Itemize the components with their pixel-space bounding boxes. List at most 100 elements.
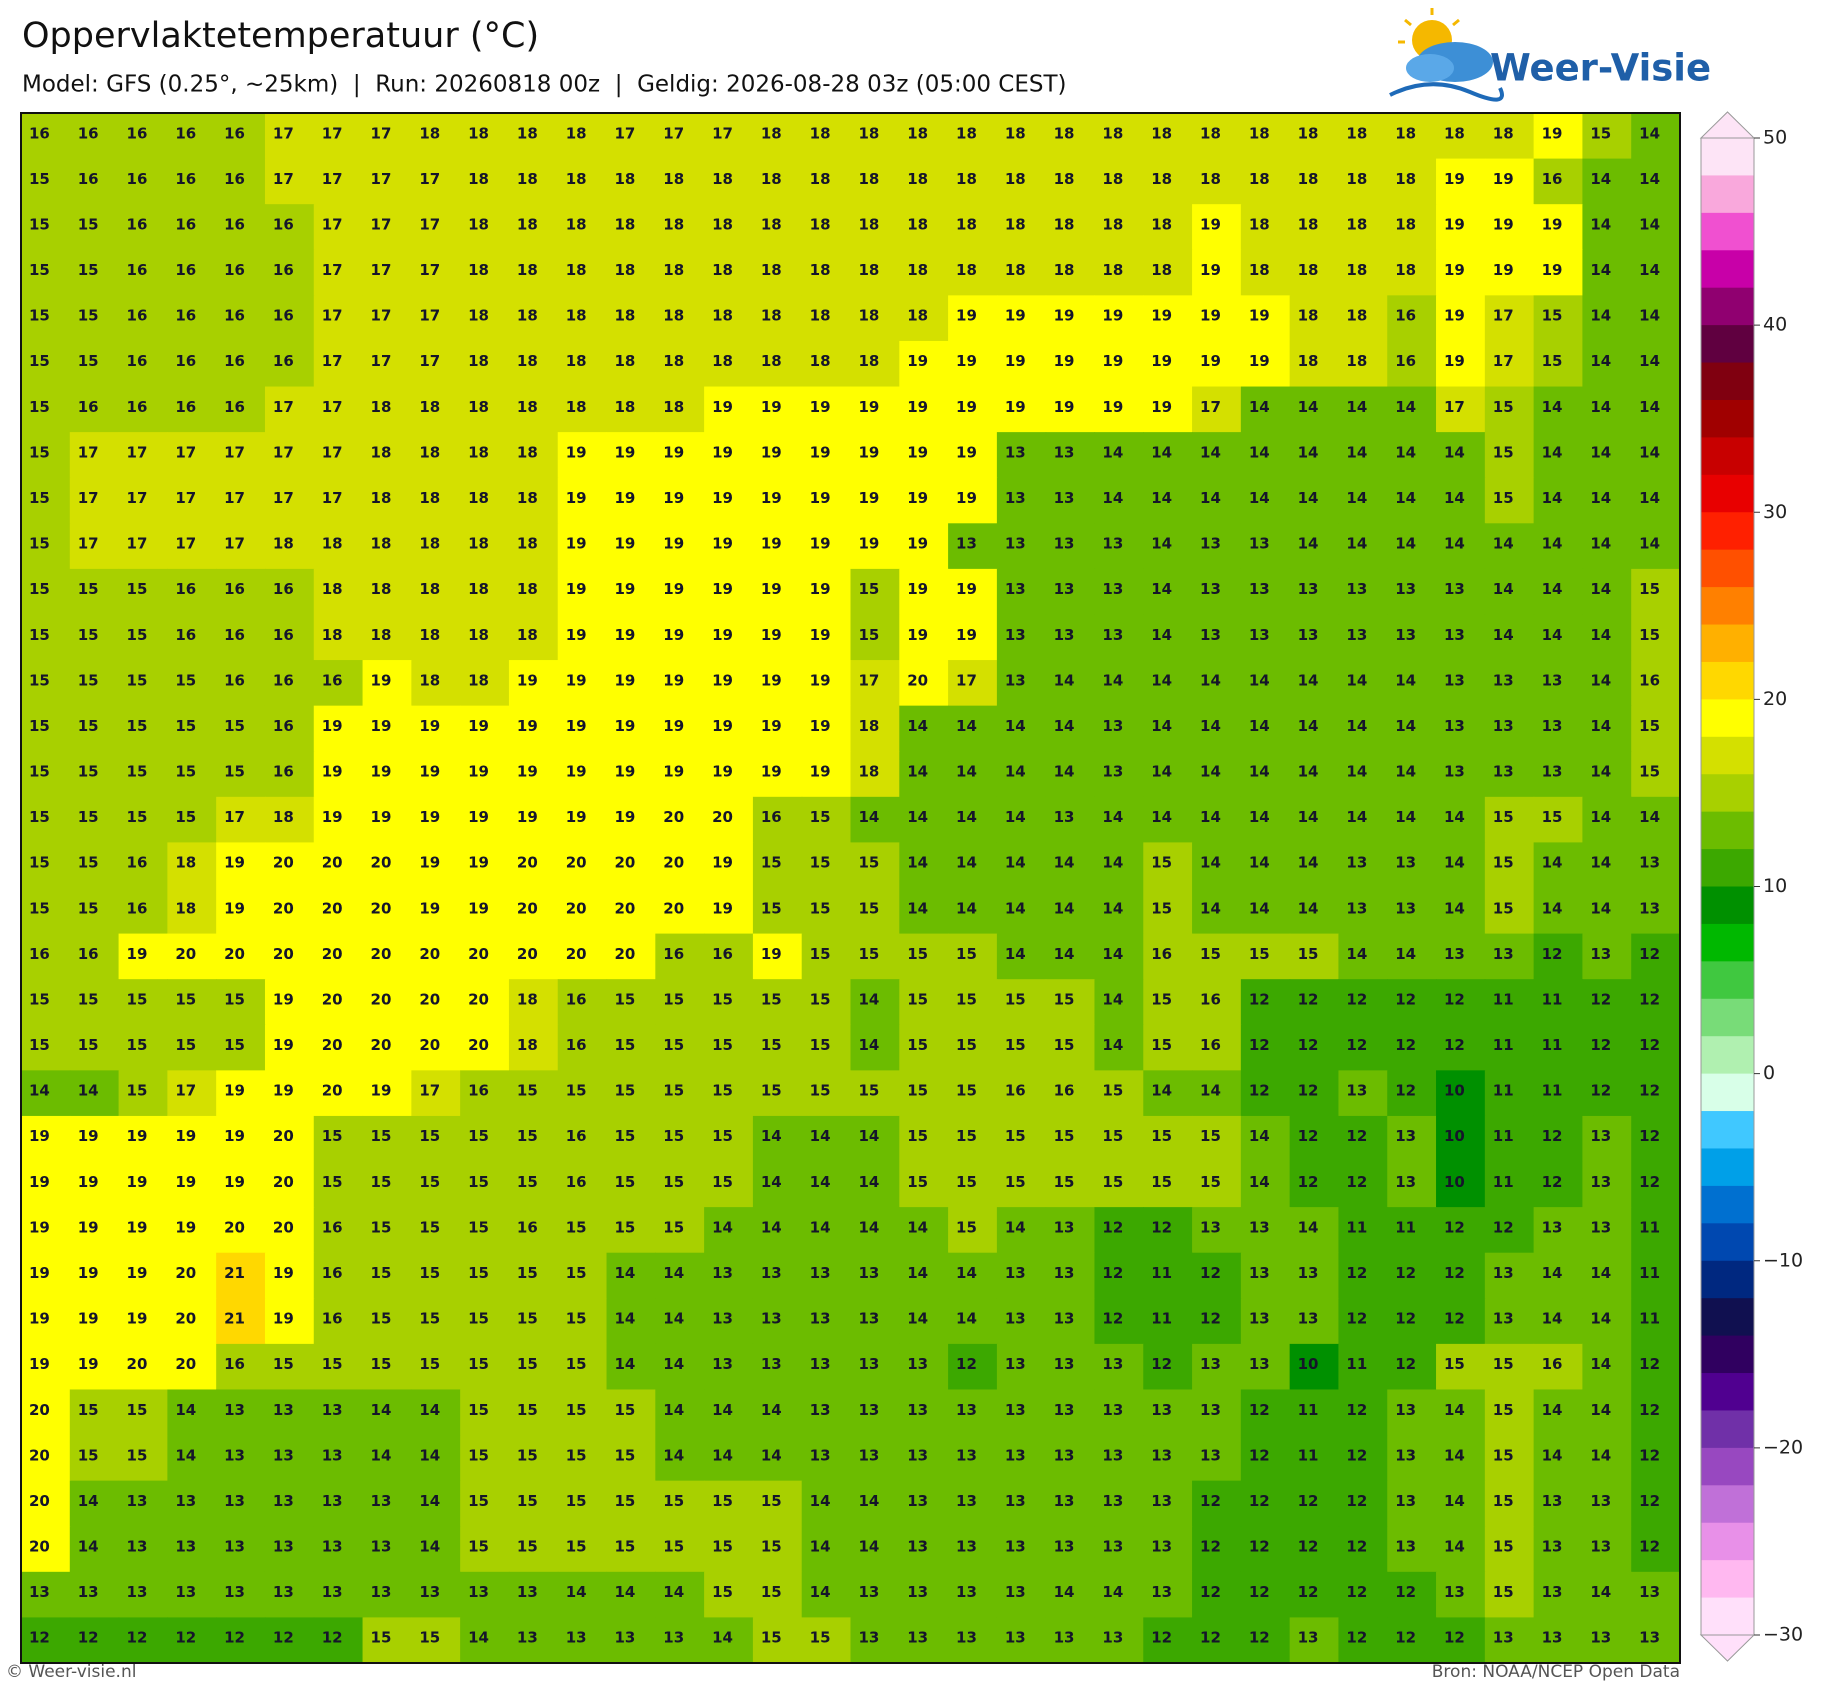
temperature-label: 15 [322,1127,343,1145]
temperature-cell [1631,386,1681,433]
temperature-label: 13 [712,1310,733,1328]
temperature-cell [118,751,168,798]
temperature-label: 19 [468,763,489,781]
temperature-cell [1094,340,1144,388]
temperature-cell [1533,1024,1584,1071]
temperature-cell [850,1115,900,1163]
temperature-label: 13 [1493,763,1514,781]
temperature-cell [948,979,998,1026]
temperature-cell [1192,158,1242,205]
temperature-label: 19 [1005,307,1026,325]
temperature-cell [752,568,803,616]
temperature-label: 15 [712,990,733,1008]
temperature-label: 15 [224,1036,245,1054]
temperature-cell [850,796,900,844]
temperature-cell [69,386,120,433]
temperature-cell [1143,477,1193,524]
colorbar-bin [1701,512,1754,551]
temperature-cell [1192,477,1242,524]
temperature-label: 18 [761,215,782,233]
temperature-cell [996,705,1047,752]
temperature-label: 14 [1151,489,1172,507]
temperature-label: 15 [761,1492,782,1510]
temperature-label: 18 [663,215,684,233]
temperature-label: 13 [712,1355,733,1373]
temperature-cell [1387,1024,1437,1071]
temperature-cell [508,796,559,844]
temperature-label: 19 [712,626,733,644]
temperature-label: 20 [468,945,489,963]
temperature-label: 20 [322,1036,343,1054]
temperature-cell [996,842,1047,889]
temperature-label: 14 [419,1492,440,1510]
temperature-label: 18 [419,124,440,142]
temperature-cell [118,1115,168,1163]
temperature-label: 19 [127,1127,148,1145]
temperature-label: 19 [956,580,977,598]
temperature-label: 18 [761,261,782,279]
temperature-label: 12 [1395,1583,1416,1601]
temperature-label: 16 [1395,352,1416,370]
temperature-cell [850,249,900,296]
temperature-cell [1240,796,1291,844]
temperature-cell [606,477,656,524]
temperature-cell [508,113,559,160]
temperature-label: 16 [78,945,99,963]
temperature-cell [1582,523,1632,570]
temperature-label: 21 [224,1310,245,1328]
temperature-cell [1387,113,1437,160]
temperature-cell [1533,1298,1584,1345]
temperature-label: 15 [712,1583,733,1601]
temperature-label: 18 [663,398,684,416]
temperature-label: 13 [1054,443,1075,461]
temperature-cell [216,204,266,251]
temperature-cell [1240,933,1291,980]
temperature-label: 18 [761,352,782,370]
temperature-label: 15 [517,1401,538,1419]
temperature-cell [557,1298,608,1345]
temperature-cell [655,1252,705,1299]
temperature-cell [1338,204,1388,251]
temperature-cell [118,933,168,980]
temperature-label: 15 [614,1173,635,1191]
temperature-cell [362,340,412,388]
temperature-label: 19 [566,489,587,507]
temperature-label: 11 [1639,1218,1660,1236]
temperature-label: 14 [1102,489,1123,507]
temperature-label: 14 [1590,626,1611,644]
temperature-label: 18 [1298,352,1319,370]
temperature-label: 15 [1590,124,1611,142]
temperature-cell [69,660,120,707]
temperature-label: 20 [663,854,684,872]
temperature-label: 16 [78,124,99,142]
temperature-cell [1631,113,1681,160]
temperature-cell [1094,660,1144,707]
temperature-cell [1338,979,1388,1026]
temperature-label: 13 [1249,580,1270,598]
temperature-label: 15 [468,1538,489,1556]
temperature-label: 15 [1054,1173,1075,1191]
temperature-label: 15 [1542,808,1563,826]
temperature-cell [1240,158,1291,205]
temperature-cell [118,477,168,524]
temperature-cell [508,1207,559,1254]
temperature-label: 19 [761,398,782,416]
temperature-cell [655,1070,705,1117]
temperature-label: 14 [1005,1218,1026,1236]
temperature-cell [948,340,998,388]
temperature-label: 14 [663,1583,684,1601]
temperature-cell [508,1115,559,1163]
temperature-label: 14 [1639,215,1660,233]
temperature-label: 13 [1102,1538,1123,1556]
temperature-cell [1387,796,1437,844]
temperature-cell [655,1115,705,1163]
temperature-label: 15 [29,763,50,781]
temperature-label: 13 [1200,1355,1221,1373]
temperature-cell [216,614,266,661]
temperature-label: 15 [1151,1036,1172,1054]
temperature-cell [899,204,949,251]
temperature-label: 14 [1444,854,1465,872]
temperature-label: 14 [1298,1218,1319,1236]
temperature-label: 16 [663,945,684,963]
temperature-label: 12 [1249,990,1270,1008]
